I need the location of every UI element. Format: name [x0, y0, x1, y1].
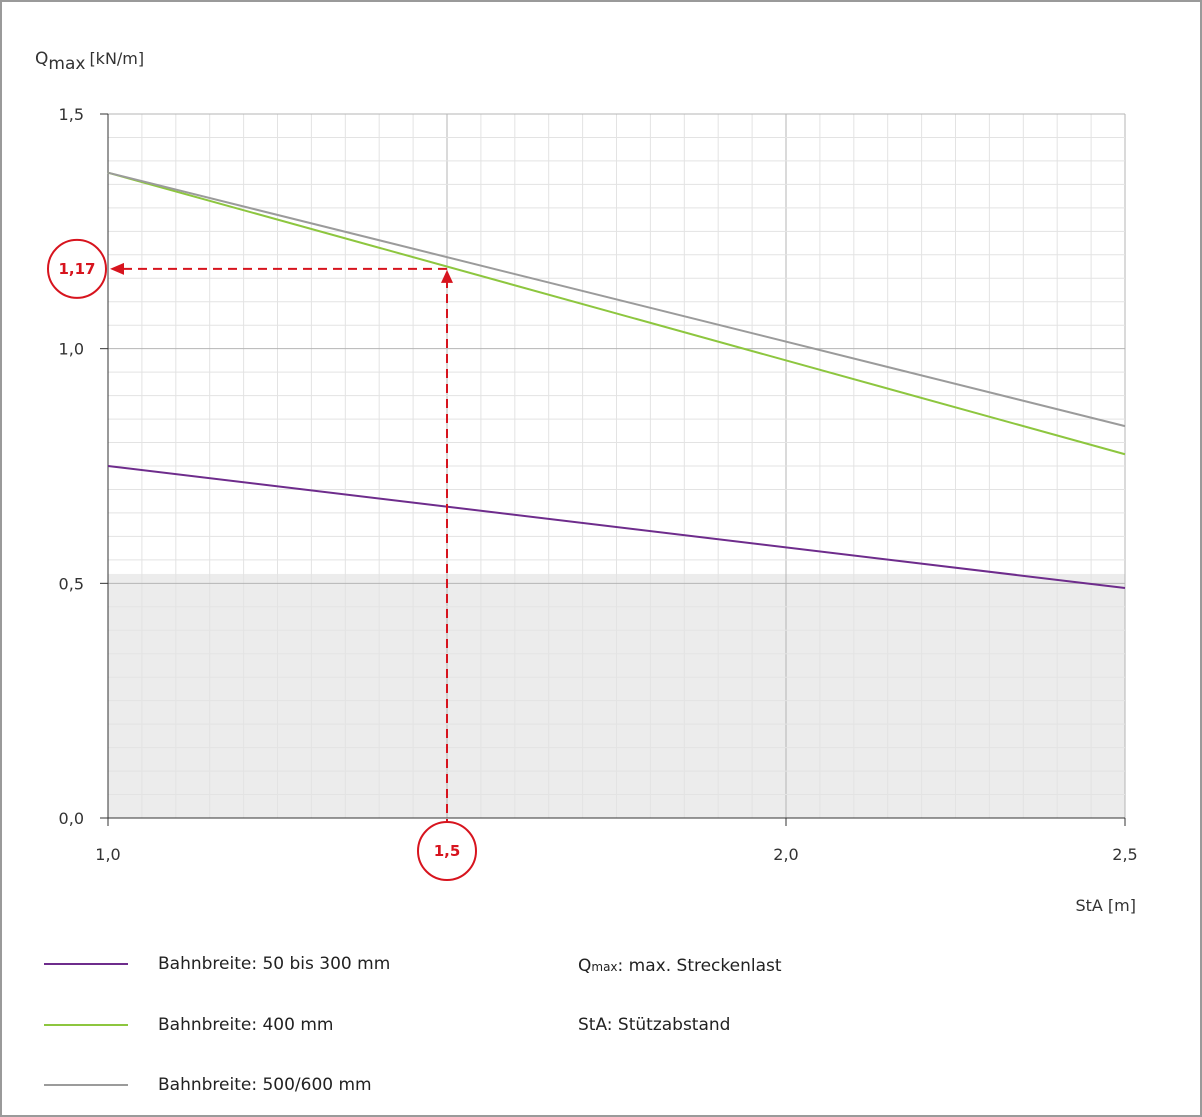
legend-label: Bahnbreite: 500/600 mm — [158, 1075, 372, 1095]
legend-swatch — [44, 1084, 128, 1086]
y-tick-label: 0,5 — [59, 574, 84, 593]
note-text: : max. Streckenlast — [617, 956, 782, 976]
tick-labels: 0,0 0,5 1,0 1,5 1,0 2,0 2,5 — [59, 105, 1138, 864]
legend-item: Bahnbreite: 400 mm — [44, 1013, 333, 1037]
note-symbol: Q — [578, 956, 592, 976]
annotation-x-circle — [417, 821, 477, 881]
legend-item: Bahnbreite: 50 bis 300 mm — [44, 952, 390, 976]
legend-label: Bahnbreite: 400 mm — [158, 1015, 334, 1035]
y-tick-label: 1,0 — [59, 340, 84, 359]
annotation: 1,5 1,17 — [47, 238, 477, 881]
legend-item: Bahnbreite: 500/600 mm — [44, 1073, 372, 1097]
y-tick-label: 1,5 — [59, 105, 84, 124]
legend-label: Bahnbreite: 50 bis 300 mm — [158, 954, 391, 974]
line-chart: 1,5 1,17 0,0 0,5 1,0 1,5 1,0 2,0 2,5 Qmax [kN/m]… — [35, 49, 1138, 915]
annotation-y-circle — [47, 238, 107, 299]
legend-swatch — [44, 963, 128, 965]
x-tick-label: 2,0 — [773, 845, 798, 864]
annotation-x-label: 1,5 — [434, 842, 461, 860]
legend-swatch — [44, 1024, 128, 1026]
note-text: StA: Stützabstand — [578, 1015, 731, 1035]
note-subscript: max — [591, 960, 618, 974]
x-tick-label: 2,5 — [1112, 845, 1137, 864]
legend: Bahnbreite: 50 bis 300 mm Bahnbreite: 40… — [44, 940, 1144, 1110]
annotation-arrow-up — [441, 269, 453, 283]
series-line — [107, 465, 1126, 590]
y-axis-label-sub: max — [48, 54, 85, 74]
y-axis-label-main: Q — [35, 49, 48, 69]
series-line — [107, 171, 1126, 456]
series-line — [107, 171, 1126, 428]
note-sta: StA: Stützabstand — [578, 1013, 730, 1037]
annotation-y-label: 1,17 — [58, 260, 95, 278]
x-axis-label: StA [m] — [1075, 896, 1136, 915]
y-axis-label-unit: [kN/m] — [89, 49, 144, 68]
note-qmax: Qmax: max. Streckenlast — [578, 954, 782, 978]
y-tick-label: 0,0 — [59, 809, 84, 828]
y-axis-label: Qmax [kN/m] — [35, 49, 144, 74]
annotation-arrow-left — [110, 262, 124, 275]
x-tick-label: 1,0 — [95, 845, 120, 864]
series-lines — [107, 171, 1126, 590]
